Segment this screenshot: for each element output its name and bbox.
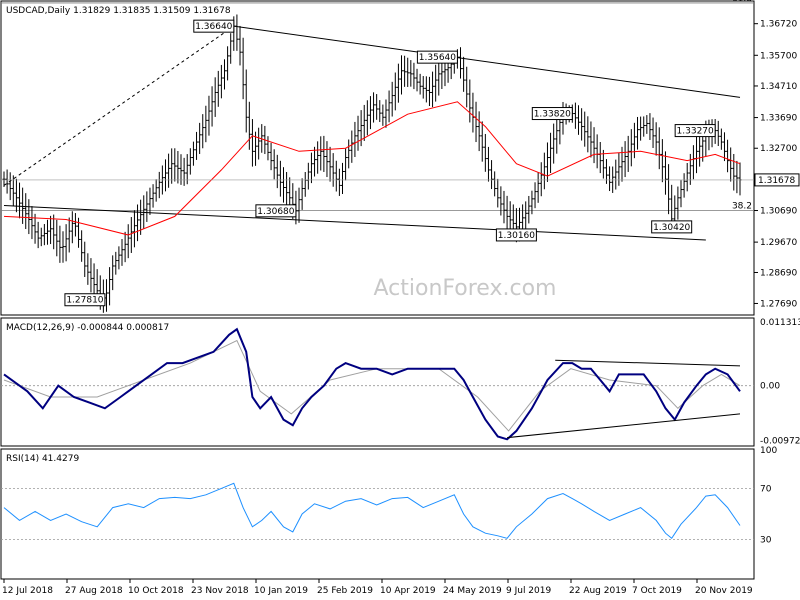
macd-trendline	[507, 413, 741, 439]
price-label-box	[495, 228, 537, 242]
trendline	[3, 205, 706, 241]
rsi-tick-label: 100	[760, 446, 777, 456]
date-tick-label: 10 Jan 2019	[254, 586, 308, 596]
price-label-text: 1.35640	[419, 53, 456, 63]
price-label-box	[255, 204, 297, 218]
price-labels: 1.36640 1.35640 1.33820 1.33270 1.30680 1.301…	[64, 19, 716, 307]
fib-label: 61.8	[732, 0, 752, 4]
price-label-text: 1.27810	[66, 296, 103, 306]
price-panel-frame	[0, 0, 755, 316]
macd-panel: 0.011313 0.00 -0.009729	[1, 318, 800, 447]
price-tick-label: 1.30690	[760, 207, 797, 217]
price-label-box	[416, 50, 458, 64]
price-tick-label: 1.28690	[760, 268, 797, 278]
fib-label: 38.2	[732, 202, 752, 212]
rsi-panel: 100 70 30	[1, 446, 777, 546]
price-tick-label: 1.34710	[760, 82, 797, 92]
moving-average	[3, 101, 741, 236]
date-tick-label: 10 Apr 2019	[380, 586, 436, 596]
macd-panel-frame	[0, 317, 755, 447]
macd-tick-label: -0.009729	[760, 437, 800, 447]
price-label-text: 1.36640	[195, 22, 232, 32]
date-tick-label: 24 May 2019	[443, 586, 502, 596]
current-price-label: 1.31678	[758, 176, 795, 186]
macd-tick-label: 0.011313	[760, 318, 800, 328]
price-label-text: 1.30160	[498, 231, 535, 241]
macd-line	[3, 327, 741, 441]
price-tick-label: 1.35700	[760, 51, 797, 61]
watermark: ActionForex.com	[374, 276, 557, 301]
price-label-box	[193, 19, 235, 33]
macd-title: MACD(12,26,9) -0.000844 0.000817	[6, 323, 169, 333]
date-tick-label: 9 Jul 2019	[506, 586, 551, 596]
price-label-text: 1.30420	[653, 223, 690, 233]
date-axis: 12 Jul 2018 27 Aug 2018 10 Oct 2018 23 Nov …	[2, 579, 753, 596]
rsi-tick-label: 70	[760, 484, 772, 494]
price-label-box	[674, 124, 716, 138]
date-tick-label: 25 Feb 2019	[317, 586, 373, 596]
date-tick-label: 7 Oct 2019	[632, 586, 682, 596]
macd-trendline	[555, 359, 741, 367]
price-label-box	[651, 220, 693, 234]
chart-title: USDCAD,Daily 1.31829 1.31835 1.31509 1.3…	[6, 6, 231, 16]
price-candles	[2, 14, 742, 313]
price-tick-label: 1.33690	[760, 114, 797, 124]
fib-levels: 61.8 38.2	[1, 0, 754, 212]
price-label-box	[531, 107, 573, 121]
date-tick-label: 12 Jul 2018	[2, 586, 53, 596]
price-trendlines	[3, 25, 741, 241]
rsi-tick-label: 30	[760, 536, 772, 546]
rsi-panel-frame	[0, 448, 755, 580]
date-tick-label: 20 Nov 2019	[695, 586, 753, 596]
price-label-text: 1.33270	[677, 127, 714, 137]
price-label-text: 1.33820	[534, 110, 571, 120]
dashed-trendline	[3, 25, 235, 186]
macd-tick-label: 0.00	[760, 382, 780, 392]
price-tick-label: 1.36720	[760, 20, 797, 30]
trendline	[233, 25, 741, 98]
date-tick-label: 22 Aug 2019	[569, 586, 627, 596]
rsi-line	[3, 482, 741, 540]
price-tick-label: 1.29670	[760, 238, 797, 248]
date-tick-label: 23 Nov 2018	[191, 586, 249, 596]
moving-average-line	[3, 101, 741, 236]
price-label-box	[64, 293, 106, 307]
price-label-text: 1.30680	[257, 207, 294, 217]
current-price-box	[754, 173, 800, 187]
price-tick-label: 1.27690	[760, 299, 797, 309]
date-tick-label: 10 Oct 2018	[128, 586, 184, 596]
price-tick-label: 1.32700	[760, 144, 797, 154]
price-axis: 1.36720 1.35700 1.34710 1.33690 1.32700 1.306…	[1, 20, 800, 309]
date-tick-label: 27 Aug 2018	[65, 586, 123, 596]
rsi-title: RSI(14) 41.4279	[6, 454, 79, 464]
